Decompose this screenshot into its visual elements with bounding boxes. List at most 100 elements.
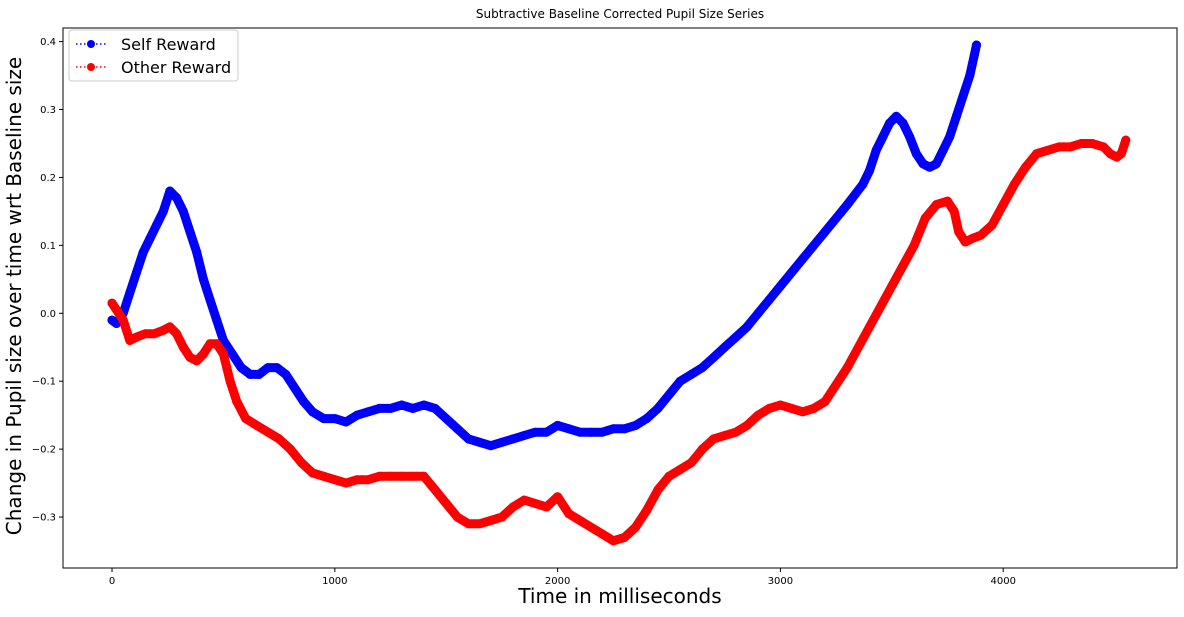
other-reward-point [205, 339, 215, 349]
x-axis-ticks: 0 1000 2000 3000 4000 [109, 568, 1016, 587]
self-reward-legend-label: Self Reward [121, 35, 216, 54]
self-reward-point [951, 111, 961, 121]
self-reward-point [885, 118, 895, 128]
self-reward-point [330, 414, 340, 424]
x-tick-label: 1000 [322, 576, 347, 587]
self-reward-point [352, 410, 362, 420]
self-reward-point [185, 227, 195, 237]
self-reward-point [263, 363, 273, 373]
other-reward-point [140, 329, 150, 339]
self-reward-point [675, 376, 685, 386]
other-reward-point [1087, 139, 1097, 148]
other-reward-point [653, 485, 663, 495]
self-reward-point [945, 132, 955, 142]
y-axis-ticks: −0.3 −0.2 −0.1 0.0 0.1 0.2 0.3 0.4 [32, 37, 63, 524]
self-reward-point [620, 424, 629, 434]
self-reward-point [178, 206, 188, 216]
other-reward-point [597, 529, 607, 539]
self-reward-point [925, 162, 935, 172]
self-reward-series [107, 40, 981, 451]
self-reward-point [290, 383, 300, 393]
other-reward-point [397, 471, 407, 481]
self-reward-point [938, 145, 948, 155]
other-reward-point [1032, 149, 1042, 159]
self-reward-point [891, 111, 901, 121]
self-reward-point [319, 414, 329, 424]
other-reward-point [107, 298, 117, 308]
self-reward-point [842, 200, 852, 210]
self-reward-point [430, 403, 440, 413]
other-reward-point [508, 502, 518, 512]
self-reward-point [697, 363, 707, 373]
self-reward-point [564, 424, 574, 434]
self-reward-point [905, 132, 915, 142]
other-reward-point [232, 397, 242, 407]
y-tick-label: 0.4 [40, 37, 56, 48]
self-reward-point [965, 71, 975, 80]
self-reward-point [972, 40, 981, 50]
self-reward-point [192, 247, 202, 257]
other-reward-point [787, 403, 797, 413]
other-reward-point [165, 322, 175, 332]
other-reward-point [252, 420, 262, 430]
other-reward-point [212, 339, 222, 349]
other-reward-point [764, 403, 774, 413]
y-tick-label: 0.2 [40, 173, 56, 184]
other-reward-point [898, 261, 908, 271]
self-reward-point [308, 407, 317, 417]
self-reward-legend-marker [87, 40, 95, 48]
other-reward-point [519, 495, 529, 505]
other-reward-point [419, 471, 429, 481]
self-reward-point [158, 206, 168, 216]
self-reward-point [145, 234, 155, 244]
self-reward-point [871, 145, 881, 155]
other-reward-point [642, 505, 652, 515]
other-reward-legend-marker [87, 63, 95, 71]
other-reward-point [575, 516, 585, 525]
self-reward-point [138, 247, 148, 257]
self-reward-point [642, 414, 652, 424]
self-reward-point [753, 308, 763, 318]
other-reward-point [1076, 139, 1086, 148]
other-reward-point [1065, 142, 1075, 152]
y-tick-label: 0.3 [40, 105, 56, 116]
other-reward-point [954, 227, 964, 237]
self-reward-point [272, 363, 282, 373]
self-reward-point [631, 420, 641, 430]
self-reward-point [798, 254, 808, 264]
y-tick-label: −0.1 [32, 377, 56, 388]
x-tick-label: 3000 [768, 576, 793, 587]
other-reward-point [198, 349, 208, 359]
self-reward-point [475, 437, 485, 447]
other-reward-point [943, 196, 952, 206]
other-reward-point [608, 536, 618, 546]
other-reward-point [709, 434, 719, 444]
other-reward-point [308, 468, 317, 478]
other-reward-point [374, 471, 384, 481]
self-reward-point [386, 403, 395, 413]
other-reward-point [296, 458, 306, 468]
self-reward-point [125, 288, 135, 298]
other-reward-point [112, 305, 121, 315]
self-reward-line [107, 40, 981, 451]
other-reward-point [1121, 135, 1131, 145]
other-reward-point [967, 234, 977, 244]
self-reward-point [742, 322, 752, 332]
self-reward-point [653, 403, 663, 413]
other-reward-point [976, 230, 986, 240]
other-reward-point [149, 329, 159, 339]
other-reward-point [185, 352, 195, 362]
self-reward-point [205, 295, 215, 305]
self-reward-point [486, 441, 496, 451]
chart-title: Subtractive Baseline Corrected Pupil Siz… [476, 7, 764, 21]
self-reward-point [341, 417, 351, 427]
self-reward-point [686, 369, 696, 379]
other-reward-point [452, 512, 462, 522]
other-reward-point [386, 471, 395, 481]
other-reward-point [631, 522, 641, 532]
other-reward-point [998, 200, 1008, 210]
other-reward-point [464, 519, 473, 529]
other-reward-point [949, 206, 959, 216]
other-reward-point [586, 522, 596, 532]
plot-area-frame [62, 27, 1178, 569]
